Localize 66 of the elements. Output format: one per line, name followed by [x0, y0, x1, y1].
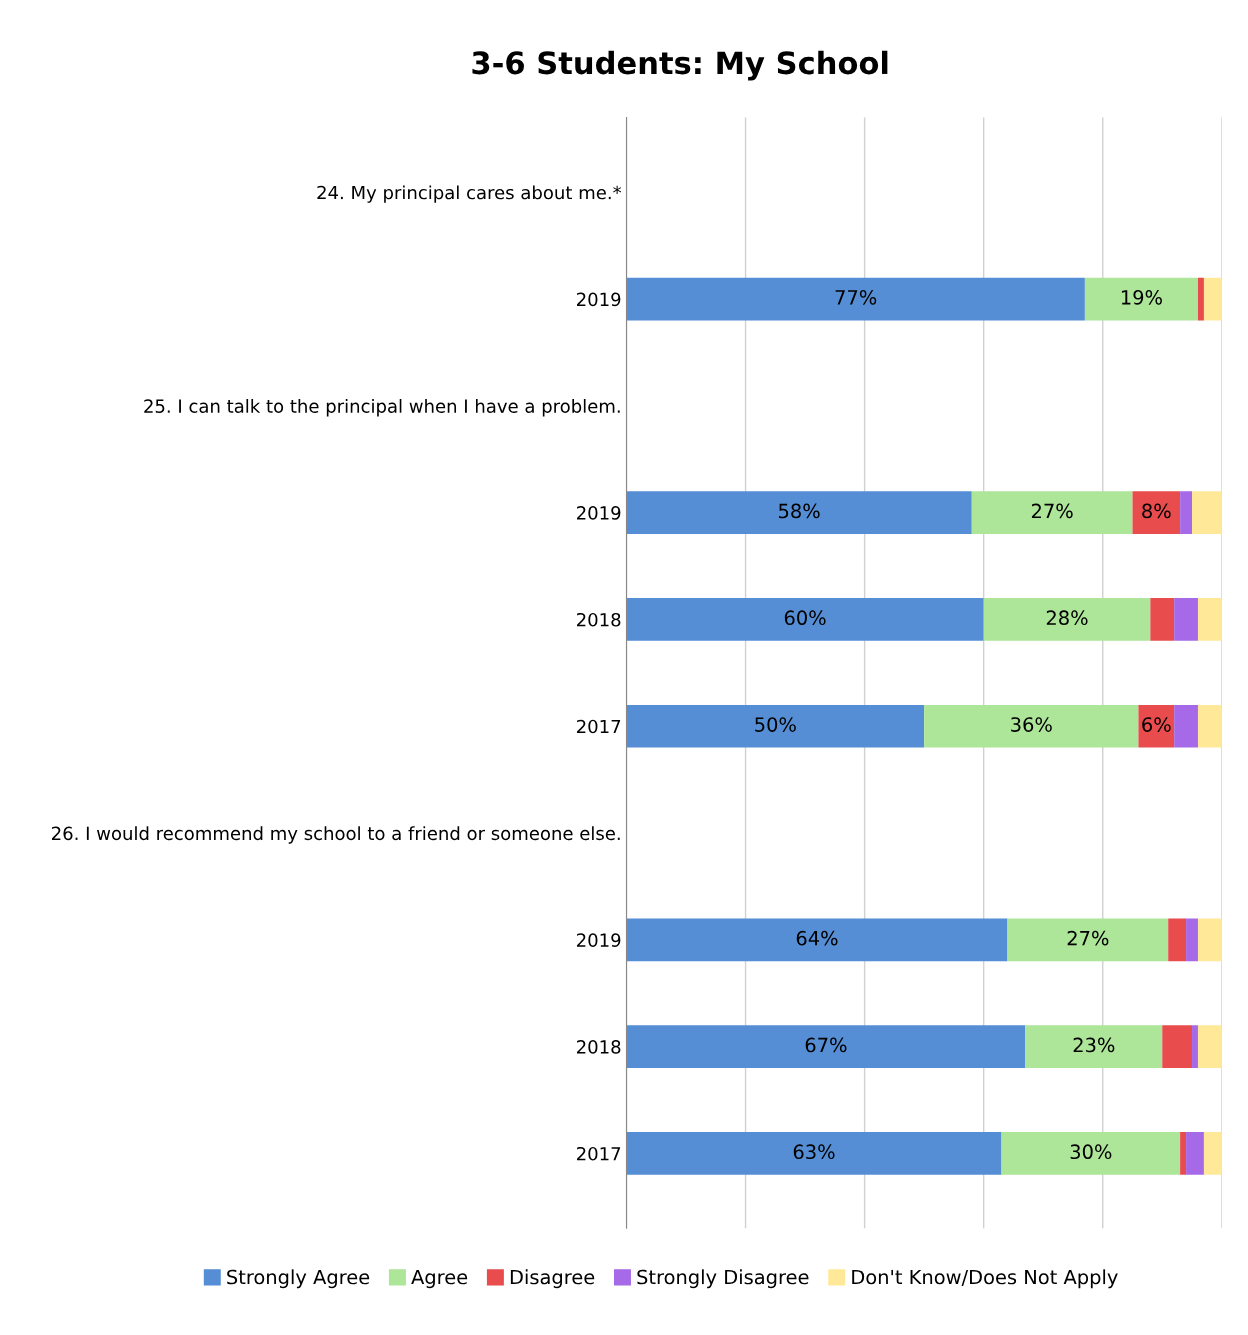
bar	[1001, 1132, 1181, 1175]
bar	[626, 277, 1085, 321]
data-label: 19%	[1121, 289, 1162, 305]
bar	[1162, 1025, 1193, 1068]
bar	[626, 704, 925, 748]
bar	[983, 598, 1151, 641]
bar	[1203, 1132, 1222, 1175]
y-tick-label: 2019	[577, 933, 621, 947]
bar	[1084, 277, 1198, 321]
bar	[1168, 918, 1187, 962]
y-tick-label: 26. I would recommend my school to a friend or someone else.	[52, 826, 620, 844]
bar	[1203, 277, 1222, 321]
bar	[1025, 1025, 1163, 1068]
y-tick-label: 2017	[577, 719, 621, 734]
legend-label: Strongly Agree	[227, 1269, 370, 1289]
data-label: 8%	[1142, 503, 1171, 519]
bar	[1197, 277, 1204, 321]
bar	[626, 918, 1008, 962]
bar	[1197, 918, 1222, 962]
data-label: 67%	[805, 1037, 847, 1053]
y-tick-label: 2019	[577, 506, 621, 520]
data-label: 63%	[793, 1144, 835, 1160]
bar	[1192, 491, 1222, 534]
y-tick-label: 2018	[577, 612, 621, 627]
bar	[971, 491, 1133, 534]
chart-title: 3-6 Students: My School	[472, 50, 888, 81]
bar	[1186, 1132, 1204, 1175]
bar	[1174, 598, 1198, 641]
bar	[626, 1132, 1002, 1175]
bar	[1138, 704, 1175, 748]
bar	[1132, 491, 1181, 534]
bar	[626, 1025, 1026, 1068]
y-tick-label: 2017	[577, 1146, 621, 1161]
bar	[1197, 1025, 1222, 1068]
bar	[1186, 918, 1198, 962]
data-label: 36%	[1011, 717, 1052, 732]
legend-label: Disagree	[510, 1269, 595, 1289]
bar	[1180, 491, 1193, 534]
data-label: 28%	[1046, 610, 1088, 626]
bar	[1007, 918, 1169, 962]
data-label: 77%	[835, 289, 877, 305]
data-label: 27%	[1031, 503, 1073, 519]
bar	[1174, 704, 1198, 748]
data-label: 50%	[755, 717, 796, 732]
bar	[1192, 1025, 1198, 1068]
y-tick-label: 2019	[577, 292, 621, 307]
legend-label: Strongly Disagree	[637, 1269, 809, 1289]
bar	[626, 491, 972, 534]
legend-label: Agree	[411, 1269, 468, 1289]
data-label: 58%	[779, 503, 820, 519]
data-label: 30%	[1070, 1144, 1112, 1160]
bar	[924, 704, 1139, 748]
data-label: 27%	[1067, 930, 1109, 946]
bar	[626, 598, 984, 641]
data-label: 23%	[1073, 1037, 1115, 1053]
bar	[1180, 1132, 1187, 1175]
y-tick-label: 25. I can talk to the principal when I have a problem.	[144, 398, 620, 417]
bar	[1197, 704, 1222, 748]
data-label: 64%	[796, 930, 838, 946]
y-tick-label: 24. My principal cares about me.*	[317, 185, 622, 203]
data-label: 6%	[1142, 717, 1171, 732]
bar	[1197, 598, 1222, 641]
bar	[1150, 598, 1175, 641]
legend-label: Don't Know/Does Not Apply	[852, 1269, 1118, 1289]
data-label: 60%	[784, 610, 826, 626]
y-tick-label: 2018	[577, 1040, 621, 1054]
